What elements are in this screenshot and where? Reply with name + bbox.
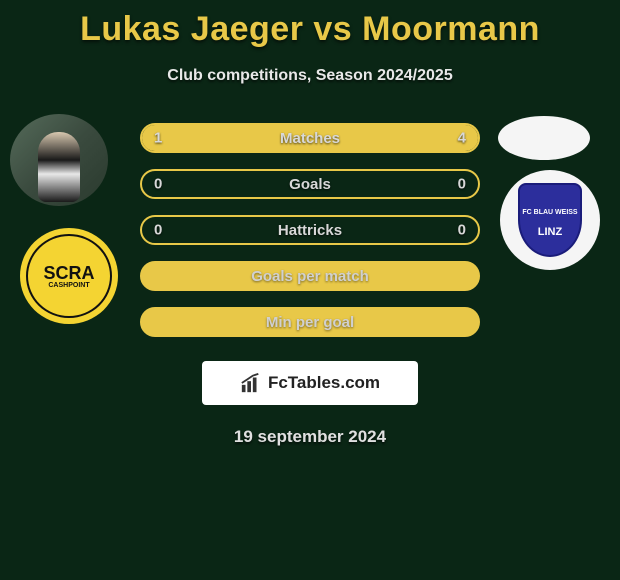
stat-row-goals-per-match: Goals per match <box>140 261 480 291</box>
subtitle: Club competitions, Season 2024/2025 <box>0 67 620 85</box>
stat-left-value: 0 <box>154 222 162 239</box>
stat-fill-left <box>142 125 209 151</box>
stat-label: Goals <box>289 176 331 193</box>
stat-fill-right <box>209 125 478 151</box>
stat-label: Matches <box>280 130 340 147</box>
stat-row-goals: 0 0 Goals <box>140 169 480 199</box>
stat-left-value: 1 <box>154 130 162 147</box>
stat-label: Hattricks <box>278 222 342 239</box>
stat-right-value: 0 <box>458 222 466 239</box>
stat-row-min-per-goal: Min per goal <box>140 307 480 337</box>
stat-row-hattricks: 0 0 Hattricks <box>140 215 480 245</box>
club-right-badge: FC BLAU WEISS LINZ <box>500 170 600 270</box>
club-left-badge: SCRA CASHPOINT <box>20 228 118 324</box>
page-title: Lukas Jaeger vs Moormann <box>0 0 620 49</box>
stat-label: Goals per match <box>251 268 369 285</box>
club-right-top: FC BLAU WEISS <box>522 209 577 216</box>
player-left-avatar <box>10 114 108 206</box>
brand-badge: FcTables.com <box>202 361 418 405</box>
player-right-avatar <box>498 116 590 160</box>
stat-row-matches: 1 4 Matches <box>140 123 480 153</box>
stat-right-value: 0 <box>458 176 466 193</box>
chart-icon <box>240 372 262 394</box>
club-right-bottom: LINZ <box>538 226 562 238</box>
stat-right-value: 4 <box>458 130 466 147</box>
club-left-sub: CASHPOINT <box>43 282 94 289</box>
club-left-short: SCRA <box>43 264 94 282</box>
stat-label: Min per goal <box>266 314 354 331</box>
brand-text: FcTables.com <box>268 373 380 393</box>
date-label: 19 september 2024 <box>0 427 620 447</box>
stat-left-value: 0 <box>154 176 162 193</box>
